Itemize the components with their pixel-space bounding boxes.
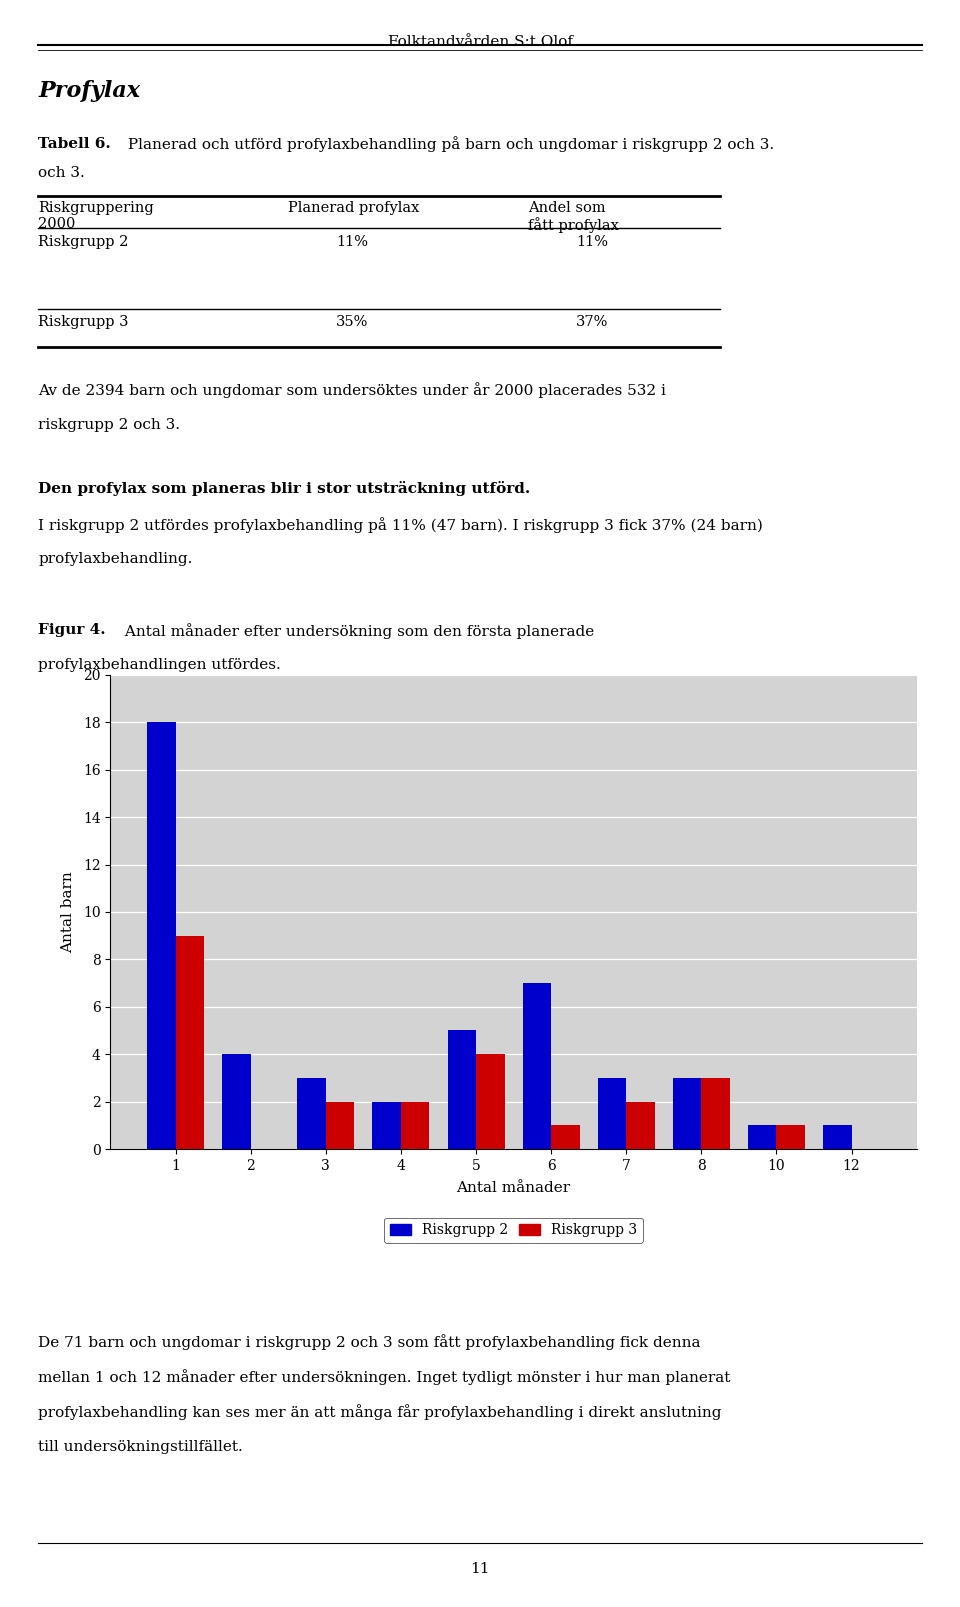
Text: till undersökningstillfället.: till undersökningstillfället. — [38, 1440, 243, 1454]
Text: Planerad profylax: Planerad profylax — [288, 201, 420, 215]
Bar — [748, 1125, 777, 1149]
Bar — [777, 1125, 805, 1149]
Bar — [702, 1078, 730, 1149]
Text: Folktandvården S:t Olof: Folktandvården S:t Olof — [388, 34, 572, 48]
Bar — [176, 935, 204, 1149]
Text: I riskgrupp 2 utfördes profylaxbehandling på 11% (47 barn). I riskgrupp 3 fick 3: I riskgrupp 2 utfördes profylaxbehandlin… — [38, 517, 763, 532]
Text: 11%: 11% — [576, 235, 608, 249]
Bar — [598, 1078, 626, 1149]
Text: Av de 2394 barn och ungdomar som undersöktes under år 2000 placerades 532 i: Av de 2394 barn och ungdomar som undersö… — [38, 382, 666, 399]
Text: Riskgruppering
2000: Riskgruppering 2000 — [38, 201, 155, 231]
Text: mellan 1 och 12 månader efter undersökningen. Inget tydligt mönster i hur man pl: mellan 1 och 12 månader efter undersökni… — [38, 1369, 731, 1385]
Bar — [823, 1125, 852, 1149]
Bar — [522, 983, 551, 1149]
Bar — [372, 1102, 401, 1149]
Text: 35%: 35% — [336, 315, 369, 329]
Bar — [147, 723, 176, 1149]
Text: Figur 4.: Figur 4. — [38, 624, 106, 636]
Text: Profylax: Profylax — [38, 80, 140, 103]
Bar — [626, 1102, 655, 1149]
Text: profylaxbehandling kan ses mer än att många får profylaxbehandling i direkt ansl: profylaxbehandling kan ses mer än att må… — [38, 1405, 722, 1421]
Bar — [551, 1125, 580, 1149]
Text: Tabell 6.: Tabell 6. — [38, 137, 111, 151]
Text: 11%: 11% — [336, 235, 368, 249]
Text: De 71 barn och ungdomar i riskgrupp 2 och 3 som fått profylaxbehandling fick den: De 71 barn och ungdomar i riskgrupp 2 oc… — [38, 1334, 701, 1350]
Text: Antal månader efter undersökning som den första planerade: Antal månader efter undersökning som den… — [120, 624, 594, 638]
Text: Den profylax som planeras blir i stor utsträckning utförd.: Den profylax som planeras blir i stor ut… — [38, 482, 531, 497]
Text: Riskgrupp 3: Riskgrupp 3 — [38, 315, 129, 329]
Text: profylaxbehandlingen utfördes.: profylaxbehandlingen utfördes. — [38, 659, 281, 672]
Bar — [673, 1078, 702, 1149]
Y-axis label: Antal barn: Antal barn — [60, 871, 75, 953]
Text: profylaxbehandling.: profylaxbehandling. — [38, 553, 193, 566]
Bar — [298, 1078, 325, 1149]
Bar — [325, 1102, 354, 1149]
Text: riskgrupp 2 och 3.: riskgrupp 2 och 3. — [38, 418, 180, 432]
Bar — [222, 1054, 251, 1149]
Text: Planerad och utförd profylaxbehandling på barn och ungdomar i riskgrupp 2 och 3.: Planerad och utförd profylaxbehandling p… — [123, 137, 774, 153]
Bar — [401, 1102, 429, 1149]
Legend: Riskgrupp 2, Riskgrupp 3: Riskgrupp 2, Riskgrupp 3 — [384, 1218, 643, 1242]
Text: och 3.: och 3. — [38, 166, 85, 180]
Text: 11: 11 — [470, 1562, 490, 1576]
Bar — [447, 1030, 476, 1149]
Text: 37%: 37% — [576, 315, 609, 329]
Text: Andel som
fått profylax: Andel som fått profylax — [528, 201, 619, 233]
Text: Riskgrupp 2: Riskgrupp 2 — [38, 235, 129, 249]
Bar — [476, 1054, 505, 1149]
X-axis label: Antal månader: Antal månader — [457, 1181, 570, 1196]
